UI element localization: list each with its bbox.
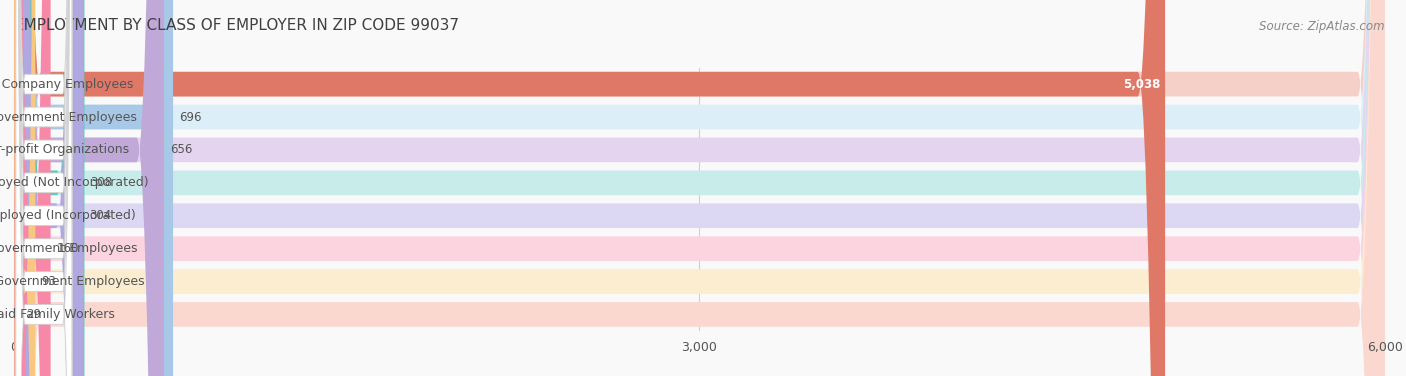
Text: Federal Government Employees: Federal Government Employees	[0, 275, 145, 288]
Text: 308: 308	[90, 176, 112, 190]
FancyBboxPatch shape	[14, 0, 1385, 376]
Text: Not-for-profit Organizations: Not-for-profit Organizations	[0, 143, 129, 156]
Text: Source: ZipAtlas.com: Source: ZipAtlas.com	[1260, 20, 1385, 33]
Text: 93: 93	[41, 275, 56, 288]
FancyBboxPatch shape	[14, 0, 35, 376]
FancyBboxPatch shape	[15, 0, 72, 376]
FancyBboxPatch shape	[14, 0, 1385, 376]
Text: 656: 656	[170, 143, 193, 156]
FancyBboxPatch shape	[15, 0, 72, 376]
FancyBboxPatch shape	[14, 0, 84, 376]
Text: 29: 29	[27, 308, 41, 321]
FancyBboxPatch shape	[15, 0, 72, 376]
FancyBboxPatch shape	[14, 0, 1385, 376]
FancyBboxPatch shape	[14, 0, 1385, 376]
FancyBboxPatch shape	[15, 0, 72, 376]
FancyBboxPatch shape	[14, 0, 173, 376]
FancyBboxPatch shape	[15, 0, 72, 376]
Text: Local Government Employees: Local Government Employees	[0, 111, 138, 124]
Text: Private Company Employees: Private Company Employees	[0, 77, 134, 91]
FancyBboxPatch shape	[15, 0, 72, 376]
FancyBboxPatch shape	[14, 0, 1385, 376]
FancyBboxPatch shape	[14, 0, 83, 376]
FancyBboxPatch shape	[14, 0, 21, 376]
Text: Self-Employed (Not Incorporated): Self-Employed (Not Incorporated)	[0, 176, 149, 190]
FancyBboxPatch shape	[14, 0, 165, 376]
Text: Unpaid Family Workers: Unpaid Family Workers	[0, 308, 115, 321]
Text: EMPLOYMENT BY CLASS OF EMPLOYER IN ZIP CODE 99037: EMPLOYMENT BY CLASS OF EMPLOYER IN ZIP C…	[14, 18, 460, 33]
Text: Self-Employed (Incorporated): Self-Employed (Incorporated)	[0, 209, 136, 222]
FancyBboxPatch shape	[15, 0, 72, 376]
FancyBboxPatch shape	[14, 0, 51, 376]
FancyBboxPatch shape	[14, 0, 1385, 376]
Text: 696: 696	[179, 111, 201, 124]
Text: 160: 160	[56, 242, 79, 255]
FancyBboxPatch shape	[14, 0, 1385, 376]
FancyBboxPatch shape	[14, 0, 1166, 376]
Text: State Government Employees: State Government Employees	[0, 242, 138, 255]
Text: 5,038: 5,038	[1123, 77, 1160, 91]
FancyBboxPatch shape	[14, 0, 1385, 376]
FancyBboxPatch shape	[15, 0, 72, 376]
Text: 304: 304	[89, 209, 111, 222]
